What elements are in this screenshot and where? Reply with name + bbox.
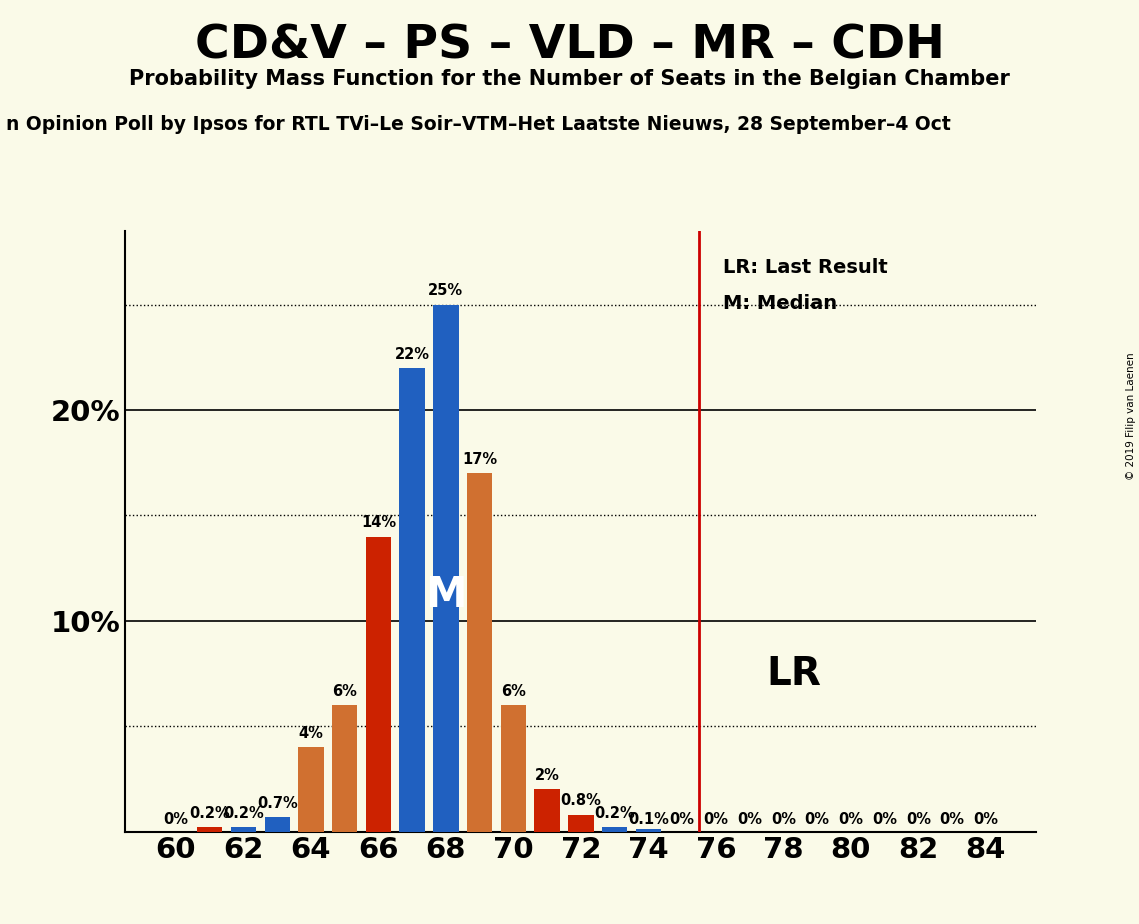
Text: 0%: 0% (974, 812, 999, 827)
Text: © 2019 Filip van Laenen: © 2019 Filip van Laenen (1126, 352, 1136, 480)
Text: Probability Mass Function for the Number of Seats in the Belgian Chamber: Probability Mass Function for the Number… (129, 69, 1010, 90)
Text: 0.2%: 0.2% (223, 806, 264, 821)
Text: 0%: 0% (737, 812, 762, 827)
Text: 14%: 14% (361, 516, 396, 530)
Bar (400, 368, 425, 832)
Bar (603, 827, 628, 832)
Text: n Opinion Poll by Ipsos for RTL TVi–Le Soir–VTM–Het Laatste Nieuws, 28 September: n Opinion Poll by Ipsos for RTL TVi–Le S… (6, 116, 950, 135)
Bar (366, 537, 391, 832)
Bar (467, 473, 492, 832)
Text: 0%: 0% (838, 812, 863, 827)
Text: M: Median: M: Median (722, 294, 837, 313)
Text: 0%: 0% (906, 812, 931, 827)
Text: 0%: 0% (704, 812, 728, 827)
Bar (331, 705, 358, 832)
Bar (534, 789, 559, 832)
Bar (231, 827, 256, 832)
Text: 0%: 0% (771, 812, 796, 827)
Text: LR: Last Result: LR: Last Result (722, 259, 887, 277)
Text: 0.8%: 0.8% (560, 794, 601, 808)
Bar (298, 748, 323, 832)
Text: 0%: 0% (163, 812, 188, 827)
Bar (501, 705, 526, 832)
Bar (264, 817, 289, 832)
Text: 2%: 2% (534, 768, 559, 784)
Text: 0%: 0% (872, 812, 898, 827)
Text: 0.2%: 0.2% (595, 806, 636, 821)
Text: 0%: 0% (804, 812, 829, 827)
Text: 6%: 6% (333, 684, 358, 699)
Text: 17%: 17% (462, 452, 498, 467)
Bar (636, 830, 661, 832)
Text: 0%: 0% (670, 812, 695, 827)
Text: 0.1%: 0.1% (628, 812, 669, 827)
Text: LR: LR (767, 654, 821, 693)
Text: 0.2%: 0.2% (189, 806, 230, 821)
Text: 4%: 4% (298, 726, 323, 741)
Text: M: M (425, 574, 467, 615)
Text: 0.7%: 0.7% (256, 796, 297, 810)
Bar (197, 827, 222, 832)
Bar (433, 305, 459, 832)
Text: CD&V – PS – VLD – MR – CDH: CD&V – PS – VLD – MR – CDH (195, 23, 944, 68)
Text: 22%: 22% (394, 346, 429, 361)
Text: 6%: 6% (501, 684, 526, 699)
Bar (568, 815, 593, 832)
Text: 25%: 25% (428, 284, 464, 298)
Text: 0%: 0% (940, 812, 965, 827)
